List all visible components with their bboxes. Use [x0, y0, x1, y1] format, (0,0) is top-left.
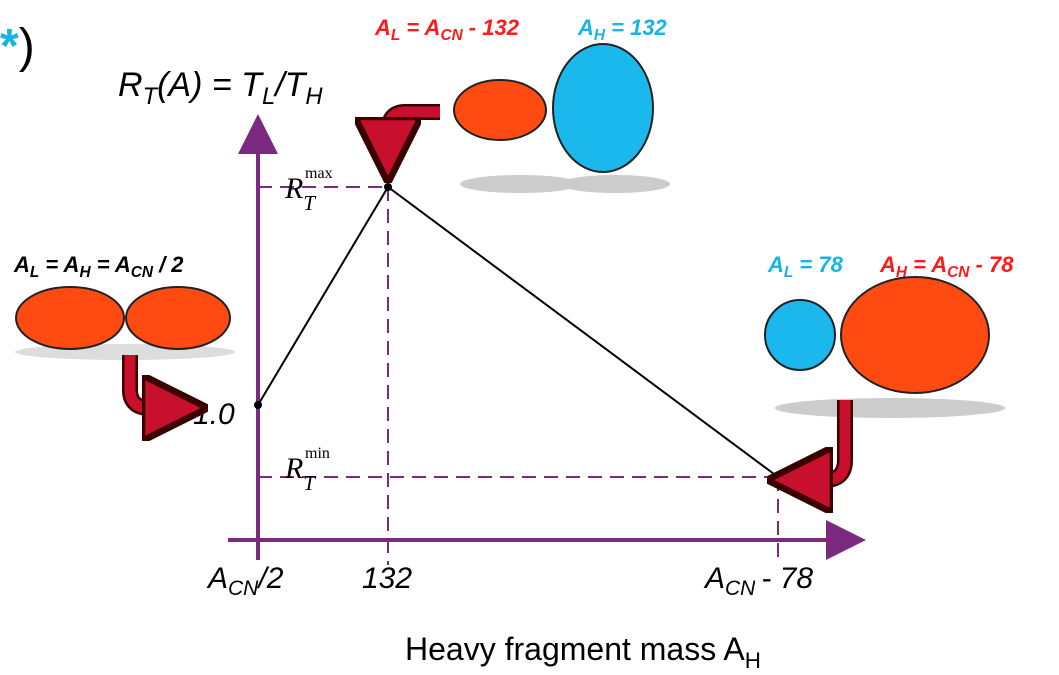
- x-tick-right: ACN- 78: [703, 562, 813, 600]
- top-light-label: AL = ACN - 132: [374, 15, 520, 44]
- top-heavy-label: AH = 132: [577, 15, 668, 44]
- guide-lines: [258, 187, 778, 565]
- right-fragments: [765, 277, 1005, 418]
- right-light-label: AL = 78: [767, 252, 844, 281]
- diagram: *) RT(A) = TL/TH RTmax RTmin 1.0 ACN/2 1…: [0, 0, 1059, 675]
- r-max: RTmax: [284, 165, 333, 215]
- top-fragments: [454, 44, 670, 193]
- x-tick-left: ACN/2: [206, 562, 284, 600]
- corner-mark: *): [0, 20, 35, 73]
- right-heavy-label: AH = ACN - 78: [879, 252, 1014, 281]
- ratio-curve: [258, 187, 778, 477]
- left-fragments: [15, 287, 235, 360]
- x-tick-mid: 132: [362, 562, 412, 595]
- curve-points: [254, 183, 782, 481]
- x-axis-label: Heavy fragment mass AH: [405, 631, 761, 673]
- y-axis-label: RT(A) = TL/TH: [118, 66, 323, 110]
- r-min: RTmin: [284, 445, 330, 495]
- r-one: 1.0: [193, 398, 235, 431]
- left-label: AL = AH = ACN / 2: [13, 252, 184, 281]
